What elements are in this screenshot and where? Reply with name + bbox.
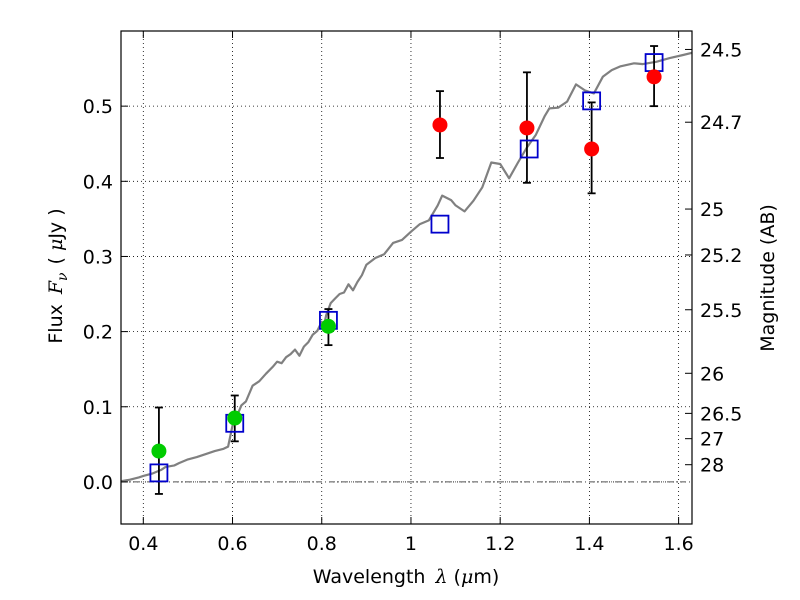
y-tick-label: 0.3 [83,246,113,268]
mag-tick-label: 25.5 [700,300,742,322]
x-axis-label: Wavelength λ (μm) [313,566,499,588]
model-square-marker [149,463,169,483]
model-square-marker [519,139,539,159]
x-tick-label: 1.6 [664,533,694,555]
y-tick-label: 0.5 [83,96,113,118]
x-tick-label: 0.4 [128,533,158,555]
data-point-marker [320,318,336,334]
mag-tick-label: 26.5 [700,403,742,425]
spectrum-line [120,51,693,483]
mag-tick-label: 26 [700,363,724,385]
x-tick-label: 1.4 [574,533,604,555]
mag-tick-label: 24.7 [700,112,742,134]
plot-area [120,45,693,495]
x-tick-label: 0.6 [217,533,247,555]
data-point-marker [646,69,662,85]
data-point-marker [519,120,535,136]
data-point-marker [432,117,448,133]
mag-tick-label: 27 [700,429,724,451]
data-point-marker [584,141,600,157]
y-tick-label: 0.1 [83,397,113,419]
plot-frame [120,30,693,525]
model-square-marker [582,91,602,111]
mag-tick-label: 25.2 [700,245,742,267]
marker-layer [149,53,664,483]
mag-tick-label: 28 [700,455,724,477]
y2-axis-label: Magnitude (AB) [757,204,779,352]
model-square-marker [430,214,450,234]
spectrum-layer [120,51,693,483]
data-point-marker [227,410,243,426]
x-tick-label: 0.8 [307,533,337,555]
mag-tick-label: 24.5 [700,39,742,61]
y-axis-label: FluxFν(μJy ) [45,208,71,343]
data-point-marker [151,443,167,459]
y-tick-label: 0.2 [83,322,113,344]
ticks: 0.4 0.6 0.8 1 1.2 1.4 1.6 0.0 0.1 0.2 0.3 0.4 0.5 24.… [83,31,742,555]
x-tick-label: 1 [405,533,417,555]
y-tick-label: 0.0 [83,472,113,494]
mag-tick-label: 25 [700,199,724,221]
y-tick-label: 0.4 [83,171,113,193]
x-tick-label: 1.2 [485,533,515,555]
